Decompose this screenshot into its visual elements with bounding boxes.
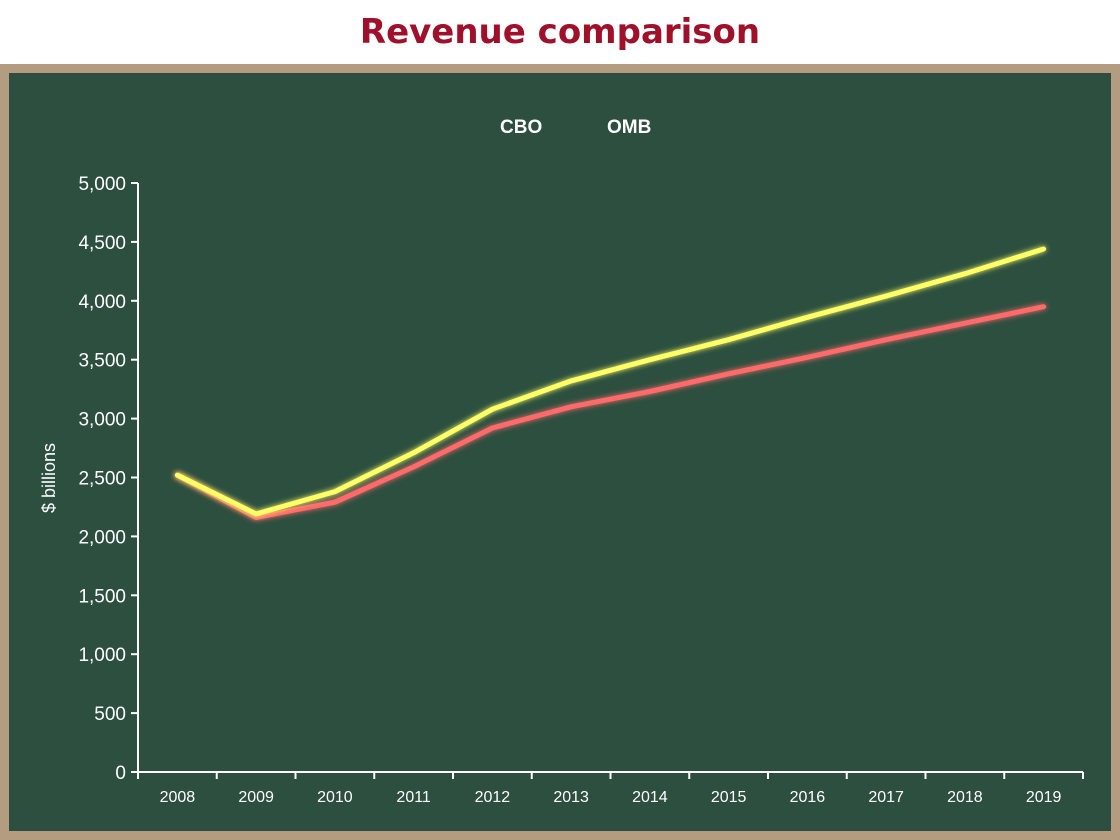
x-tick-label: 2013 xyxy=(553,789,589,806)
series-line-cbo xyxy=(174,304,1047,521)
axes: 0 500 1,000 1,500 2,000 2,500 3,000 3,500 4,000 4… xyxy=(78,174,1084,806)
chart-board xyxy=(0,64,1120,840)
x-tick-label: 2012 xyxy=(475,789,511,806)
y-tick-label: 1,500 xyxy=(78,586,126,607)
x-tick-label: 2018 xyxy=(947,789,983,806)
x-tick-label: 2010 xyxy=(317,789,353,806)
y-tick-label: 0 xyxy=(115,763,126,784)
y-tick-label: 1,000 xyxy=(78,645,126,666)
legend-label-cbo: CBO xyxy=(500,117,542,138)
series-lines xyxy=(174,246,1047,521)
y-tick-label: 4,000 xyxy=(78,292,126,313)
chart-title: Revenue comparison xyxy=(359,12,761,52)
y-axis-label: $ billions xyxy=(39,443,59,513)
y-tick-label: 2,000 xyxy=(78,527,126,548)
y-tick-label: 4,500 xyxy=(78,233,126,254)
legend-label-omb: OMB xyxy=(607,117,651,138)
y-tick-label: 3,500 xyxy=(78,351,126,372)
x-tick-label: 2016 xyxy=(790,789,826,806)
y-tick-label: 2,500 xyxy=(78,469,126,490)
y-tick-label: 5,000 xyxy=(78,174,126,195)
x-tick-label: 2019 xyxy=(1026,789,1062,806)
series-line-omb xyxy=(174,246,1047,517)
x-tick-label: 2014 xyxy=(632,789,668,806)
x-tick-label: 2011 xyxy=(396,789,431,806)
x-tick-label: 2017 xyxy=(868,789,904,806)
x-tick-label: 2015 xyxy=(711,789,747,806)
x-tick-label: 2009 xyxy=(238,789,274,806)
legend: CBO OMB xyxy=(458,117,651,138)
x-tick-label: 2008 xyxy=(160,789,196,806)
y-tick-label: 3,000 xyxy=(78,410,126,431)
y-tick-label: 500 xyxy=(94,704,126,725)
